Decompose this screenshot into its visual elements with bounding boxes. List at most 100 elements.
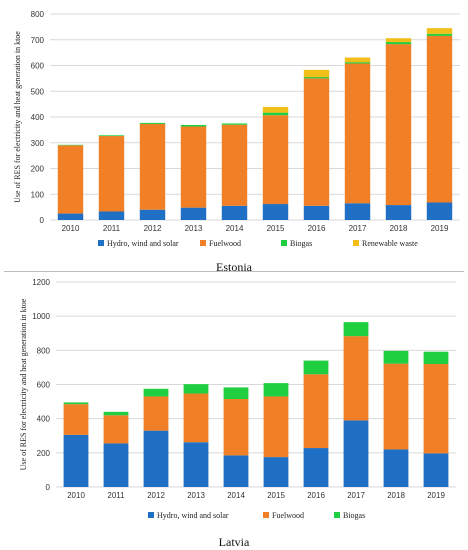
estonia-ytick-label: 100	[31, 190, 45, 199]
latvia-xtick-label: 2017	[347, 491, 365, 500]
latvia-bar-fuelwood	[423, 364, 449, 454]
latvia-bar-hydro-wind-and-solar	[223, 455, 249, 487]
latvia-ytick-label: 1000	[32, 312, 50, 321]
estonia-ytick-label: 300	[31, 139, 45, 148]
latvia-legend-label-fuelwood: Fuelwood	[272, 511, 304, 520]
latvia-bar-fuelwood	[103, 415, 129, 444]
latvia-bar-biogas	[223, 387, 249, 400]
latvia-bar-hydro-wind-and-solar	[423, 453, 449, 487]
latvia-bar-fuelwood	[303, 374, 329, 449]
latvia-legend-label-biogas: Biogas	[343, 511, 365, 520]
estonia-bar-biogas	[180, 124, 207, 127]
latvia-ytick-label: 600	[37, 381, 51, 390]
estonia-bar-fuelwood	[57, 145, 84, 214]
estonia-xtick-label: 2013	[185, 224, 203, 233]
latvia-xtick-label: 2012	[147, 491, 165, 500]
estonia-bar-hydro-wind-and-solar	[180, 207, 207, 220]
latvia-bar-fuelwood	[183, 393, 209, 443]
estonia-xtick-label: 2019	[431, 224, 449, 233]
estonia-xtick-label: 2012	[144, 224, 162, 233]
latvia-bar-fuelwood	[63, 404, 89, 435]
latvia-legend-swatch-fuelwood	[263, 512, 269, 518]
estonia-bar-biogas	[57, 144, 84, 146]
latvia-bar-biogas	[143, 388, 169, 397]
estonia-bar-renewable-waste	[426, 28, 453, 34]
estonia-bar-renewable-waste	[385, 38, 412, 43]
estonia-bar-fuelwood	[426, 35, 453, 203]
estonia-bar-hydro-wind-and-solar	[344, 203, 371, 220]
latvia-xtick-label: 2010	[67, 491, 85, 500]
latvia-xtick-label: 2014	[227, 491, 245, 500]
chart-latvia: 0 200 400 600 800 1000 1200 Use of RES for elec…	[19, 278, 456, 520]
latvia-ytick-label: 800	[37, 346, 51, 355]
latvia-xtick-label: 2016	[307, 491, 325, 500]
divider	[4, 271, 464, 272]
estonia-bar-hydro-wind-and-solar	[57, 213, 84, 220]
chart-estonia: 0 100 200 300 400 500 600 700 800 Use of RES for …	[13, 10, 460, 248]
estonia-legend-label-biogas: Biogas	[290, 239, 312, 248]
latvia-xtick-label: 2019	[427, 491, 445, 500]
estonia-bar-renewable-waste	[262, 106, 289, 113]
latvia-legend-swatch-hydro-wind-and-solar	[148, 512, 154, 518]
estonia-legend-swatch-renewable-waste	[353, 240, 359, 246]
estonia-legend-swatch-biogas	[281, 240, 287, 246]
estonia-ytick-label: 500	[31, 87, 45, 96]
estonia-bar-hydro-wind-and-solar	[139, 209, 166, 220]
estonia-bar-biogas	[344, 62, 371, 64]
estonia-xtick-label: 2018	[390, 224, 408, 233]
latvia-bar-hydro-wind-and-solar	[183, 442, 209, 487]
caption-estonia: Estonia	[216, 260, 252, 274]
latvia-bar-biogas	[183, 384, 209, 394]
estonia-legend-label-fuelwood: Fuelwood	[209, 239, 241, 248]
estonia-y-axis-label: Use of RES for electricity and heat gene…	[13, 31, 22, 203]
latvia-xtick-label: 2013	[187, 491, 205, 500]
latvia-bar-fuelwood	[223, 399, 249, 456]
estonia-bar-biogas	[303, 77, 330, 79]
latvia-bar-fuelwood	[143, 396, 169, 431]
estonia-bar-fuelwood	[303, 78, 330, 206]
estonia-bar-hydro-wind-and-solar	[262, 204, 289, 220]
estonia-ytick-label: 200	[31, 165, 45, 174]
latvia-bar-biogas	[383, 350, 409, 364]
estonia-bar-biogas	[221, 123, 248, 125]
estonia-xtick-label: 2010	[62, 224, 80, 233]
latvia-legend-swatch-biogas	[334, 512, 340, 518]
estonia-bar-hydro-wind-and-solar	[221, 205, 248, 220]
latvia-xtick-label: 2015	[267, 491, 285, 500]
caption-latvia: Latvia	[218, 535, 250, 549]
estonia-bar-renewable-waste	[344, 57, 371, 63]
latvia-xtick-label: 2011	[107, 491, 125, 500]
estonia-bar-hydro-wind-and-solar	[426, 202, 453, 220]
latvia-bar-hydro-wind-and-solar	[63, 434, 89, 487]
latvia-bar-hydro-wind-and-solar	[343, 420, 369, 487]
latvia-bar-biogas	[63, 402, 89, 405]
latvia-bar-fuelwood	[343, 336, 369, 421]
estonia-xtick-label: 2017	[349, 224, 367, 233]
latvia-ytick-label: 0	[46, 483, 51, 492]
latvia-bar-hydro-wind-and-solar	[103, 443, 129, 487]
estonia-xtick-label: 2015	[267, 224, 285, 233]
latvia-bar-fuelwood	[263, 396, 289, 458]
estonia-bar-fuelwood	[344, 63, 371, 204]
estonia-bar-hydro-wind-and-solar	[385, 205, 412, 220]
estonia-ytick-label: 600	[31, 62, 45, 71]
estonia-ytick-label: 0	[40, 216, 45, 225]
estonia-bar-biogas	[98, 135, 125, 137]
estonia-bar-fuelwood	[98, 136, 125, 212]
latvia-ytick-label: 400	[37, 415, 51, 424]
estonia-bar-fuelwood	[139, 123, 166, 210]
estonia-xtick-label: 2014	[226, 224, 244, 233]
latvia-bar-biogas	[343, 322, 369, 337]
latvia-bar-hydro-wind-and-solar	[303, 448, 329, 487]
estonia-legend-swatch-hydro-wind-and-solar	[98, 240, 104, 246]
estonia-bar-biogas	[139, 122, 166, 124]
estonia-xtick-label: 2011	[103, 224, 121, 233]
latvia-bar-fuelwood	[383, 363, 409, 450]
estonia-bar-fuelwood	[180, 126, 207, 208]
estonia-ytick-label: 400	[31, 113, 45, 122]
estonia-bar-biogas	[426, 33, 453, 36]
latvia-xtick-label: 2018	[387, 491, 405, 500]
estonia-bar-fuelwood	[221, 124, 248, 206]
latvia-ytick-label: 200	[37, 449, 51, 458]
estonia-bar-biogas	[385, 42, 412, 45]
